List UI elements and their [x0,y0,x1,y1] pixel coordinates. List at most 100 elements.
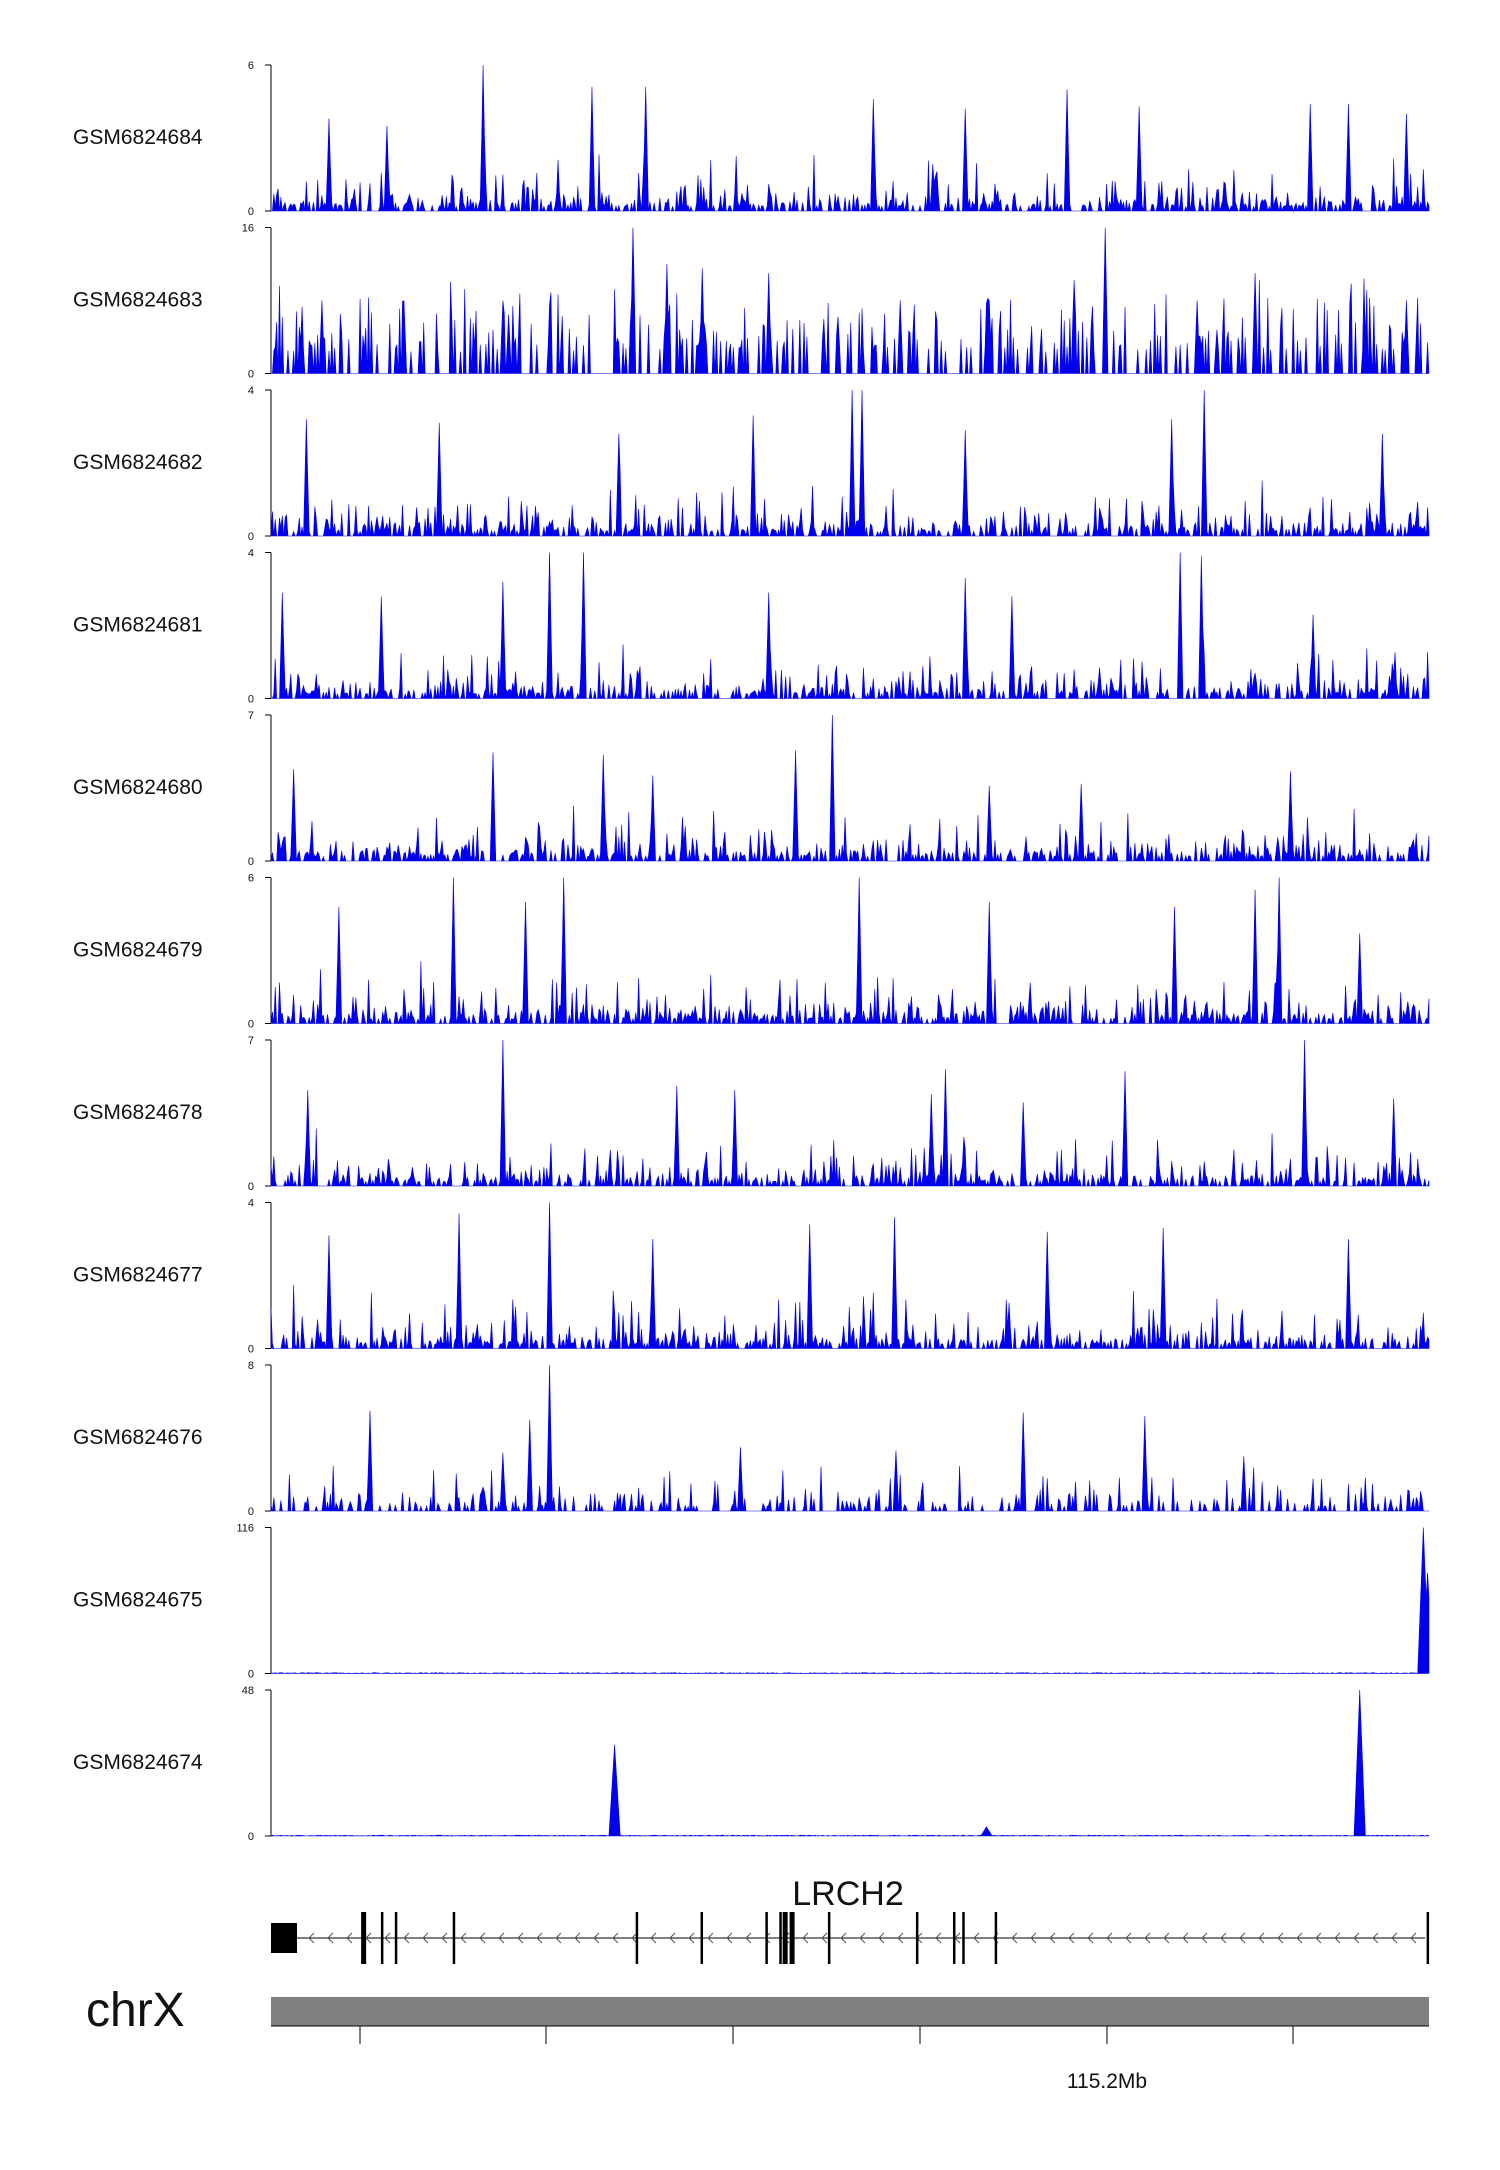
gene-label: LRCH2 [792,1875,903,1913]
y-max-label: 4 [248,1198,254,1210]
strand-arrow [1220,1932,1227,1944]
gene-utr-block [271,1923,297,1953]
gene-exon [952,1912,956,1964]
strand-arrow [650,1932,657,1944]
strand-arrow [1410,1932,1417,1944]
y-min-label: 0 [248,1019,254,1031]
y-min-label: 0 [248,531,254,543]
y-max-label: 6 [248,873,254,885]
strand-arrow [878,1932,885,1944]
signal-area [270,1527,1430,1674]
track-label: GSM6824683 [73,289,203,312]
strand-arrow [631,1932,638,1944]
strand-arrow [384,1932,391,1944]
gene-exon [635,1912,639,1964]
y-min-label: 0 [248,1831,254,1843]
signal-area [271,64,1430,213]
gene-exon [962,1912,965,1964]
track-GSM6824674: GSM6824674 48 0 [73,1685,1430,1843]
gene-exon [915,1912,919,1964]
strand-arrow [593,1932,600,1944]
strand-arrow [498,1932,505,1944]
strand-arrow [308,1932,315,1944]
strand-arrow [327,1932,334,1944]
chromosome-ideogram: chrX [86,1984,1429,2037]
track-label: GSM6824676 [73,1426,203,1449]
gene-exon [452,1912,456,1964]
chromosome-label: chrX [86,1984,185,2037]
strand-arrow [726,1932,733,1944]
track-label: GSM6824679 [73,939,203,962]
strand-arrow [346,1932,353,1944]
strand-arrow [1258,1932,1265,1944]
y-max-label: 4 [248,385,254,397]
strand-arrow [897,1932,904,1944]
track-label: GSM6824680 [73,776,203,799]
track-GSM6824677: GSM6824677 4 0 [73,1198,1430,1356]
strand-arrow [1163,1932,1170,1944]
track-label: GSM6824682 [73,451,203,474]
y-max-label: 6 [248,60,254,72]
track-label: GSM6824677 [73,1264,203,1287]
strand-arrow [1372,1932,1379,1944]
gene-exon [782,1912,788,1964]
y-min-label: 0 [248,1506,254,1518]
signal-area [270,1364,1429,1513]
signal-area [270,389,1430,538]
y-min-label: 0 [248,856,254,868]
track-GSM6824678: GSM6824678 7 0 [73,1035,1430,1193]
strand-arrow [669,1932,676,1944]
strand-arrow [1239,1932,1246,1944]
strand-arrow [1391,1932,1398,1944]
gene-exon [361,1912,367,1964]
strand-arrow [802,1932,809,1944]
gene-exon [827,1912,831,1964]
gene-exon [1426,1912,1430,1964]
strand-arrow [764,1932,771,1944]
gene-exon [779,1912,782,1964]
strand-arrow [1201,1932,1208,1944]
track-GSM6824682: GSM6824682 4 0 [73,385,1430,543]
strand-arrow [517,1932,524,1944]
strand-arrow [574,1932,581,1944]
strand-arrow [460,1932,467,1944]
strand-arrow [1087,1932,1094,1944]
strand-arrow [555,1932,562,1944]
strand-arrow [821,1932,828,1944]
y-min-label: 0 [248,206,254,218]
strand-arrow [1315,1932,1322,1944]
track-label: GSM6824675 [73,1589,203,1612]
y-min-label: 0 [248,369,254,381]
axis-tick-label: 115.2Mb [1067,2070,1147,2093]
signal-area [270,1202,1430,1350]
signal-area [270,1039,1430,1188]
y-max-label: 8 [248,1360,254,1372]
gene-track: LRCH2 [271,1875,1430,1964]
track-label: GSM6824684 [73,126,203,149]
strand-arrow [1106,1932,1113,1944]
strand-arrow [1011,1932,1018,1944]
strand-arrow [707,1932,714,1944]
track-GSM6824684: GSM6824684 6 0 [73,60,1430,218]
strand-arrow [422,1932,429,1944]
genomic-axis: 115.2Mb [359,2026,1294,2093]
strand-arrow [745,1932,752,1944]
signal-area [270,714,1430,863]
y-min-label: 0 [248,1344,254,1356]
track-GSM6824680: GSM6824680 7 0 [73,710,1430,868]
gene-exon [994,1912,998,1964]
chromosome-bar [271,1997,1429,2026]
gene-exon [700,1912,704,1964]
y-min-label: 0 [248,1669,254,1681]
strand-arrow [479,1932,486,1944]
track-label: GSM6824681 [73,614,203,637]
strand-arrow [612,1932,619,1944]
strand-arrow [403,1932,410,1944]
track-GSM6824679: GSM6824679 6 0 [73,873,1430,1031]
track-label: GSM6824678 [73,1101,203,1124]
track-GSM6824675: GSM6824675 116 0 [73,1523,1430,1681]
y-max-label: 4 [248,548,254,560]
strand-arrow [1049,1932,1056,1944]
signal-area [271,552,1430,700]
y-max-label: 48 [242,1685,254,1697]
